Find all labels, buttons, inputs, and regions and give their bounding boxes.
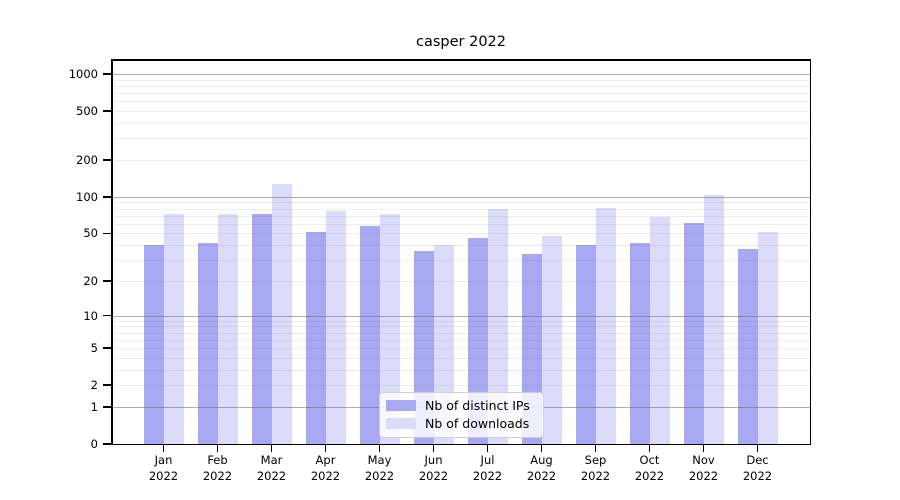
x-tick-label: Oct 2022 — [634, 453, 665, 483]
bar-ips-oct — [629, 242, 650, 444]
x-tick-label: Dec 2022 — [742, 453, 773, 483]
bar-downloads-apr — [325, 210, 346, 444]
y-tick-label: 1 — [90, 399, 98, 414]
y-tick-label: 1000 — [68, 67, 98, 82]
y-tick-mark — [103, 73, 111, 75]
y-tick-label: 5 — [90, 341, 98, 356]
x-tick-mark — [162, 445, 165, 452]
legend-entry: Nb of downloads — [386, 416, 530, 431]
y-tick-label: 200 — [76, 153, 98, 167]
y-tick-label: 0 — [90, 437, 98, 451]
x-tick-mark — [270, 445, 273, 452]
bar-downloads-dec — [757, 232, 778, 444]
y-tick-mark — [103, 110, 111, 112]
x-tick-label: Feb 2022 — [202, 453, 233, 483]
x-tick-label: Nov 2022 — [688, 453, 719, 483]
bar-downloads-nov — [703, 194, 724, 444]
y-tick-label: 100 — [76, 189, 98, 204]
right-spine — [809, 59, 811, 445]
chart-title: casper 2022 — [415, 34, 506, 50]
y-tick-mark — [103, 443, 111, 445]
x-tick-mark — [594, 445, 597, 452]
bar-downloads-aug — [541, 235, 562, 444]
y-tick-label: 50 — [83, 226, 98, 241]
bar-downloads-feb — [217, 213, 238, 444]
x-tick-mark — [756, 445, 759, 452]
x-tick-mark — [540, 445, 543, 452]
x-tick-mark — [378, 445, 381, 452]
x-tick-label: Aug 2022 — [526, 453, 557, 483]
left-spine — [111, 59, 113, 445]
x-tick-label: Jun 2022 — [418, 453, 449, 483]
bar-ips-jan — [143, 245, 164, 444]
y-tick-label: 500 — [76, 104, 98, 119]
top-spine — [111, 59, 811, 61]
plot-area — [112, 60, 810, 444]
y-tick-mark — [103, 347, 111, 349]
bar-ips-sep — [575, 245, 596, 444]
y-tick-mark — [103, 196, 111, 198]
bar-downloads-may — [379, 214, 400, 444]
legend-label: Nb of distinct IPs — [425, 398, 530, 413]
y-tick-label: 2 — [90, 378, 98, 393]
y-tick-mark — [103, 159, 111, 161]
y-tick-label: 10 — [83, 308, 98, 323]
bar-downloads-jan — [163, 214, 184, 444]
bottom-spine — [111, 443, 811, 445]
bar-ips-nov — [683, 222, 704, 444]
x-tick-mark — [432, 445, 435, 452]
y-tick-label: 20 — [83, 273, 98, 288]
x-tick-mark — [702, 445, 705, 452]
x-tick-label: Mar 2022 — [256, 453, 287, 483]
x-tick-mark — [486, 445, 489, 452]
x-tick-mark — [324, 445, 327, 452]
bar-ips-dec — [737, 249, 758, 444]
y-tick-mark — [103, 232, 111, 235]
x-tick-label: Sep 2022 — [580, 453, 611, 483]
legend-swatch — [386, 399, 416, 412]
legend-swatch — [386, 417, 416, 430]
legend-entry: Nb of distinct IPs — [386, 398, 530, 413]
x-tick-mark — [648, 445, 651, 452]
bar-ips-feb — [197, 242, 218, 444]
bar-ips-mar — [251, 214, 272, 444]
x-tick-label: Apr 2022 — [310, 453, 341, 483]
y-tick-mark — [103, 314, 111, 317]
bar-ips-apr — [305, 232, 326, 444]
y-tick-mark — [103, 406, 111, 408]
legend-label: Nb of downloads — [425, 416, 530, 431]
bar-downloads-sep — [595, 208, 616, 444]
x-tick-label: May 2022 — [364, 453, 395, 483]
bar-downloads-oct — [649, 217, 670, 444]
x-tick-label: Jan 2022 — [148, 453, 179, 483]
y-tick-mark — [103, 280, 111, 282]
legend: Nb of distinct IPs Nb of downloads — [379, 392, 544, 438]
bars-layer — [112, 60, 810, 444]
x-tick-label: Jul 2022 — [472, 453, 503, 483]
bar-ips-may — [359, 225, 380, 444]
bar-downloads-mar — [271, 183, 292, 444]
y-tick-mark — [103, 384, 111, 386]
bar-downloads-jul — [487, 208, 508, 444]
x-tick-mark — [216, 445, 219, 452]
